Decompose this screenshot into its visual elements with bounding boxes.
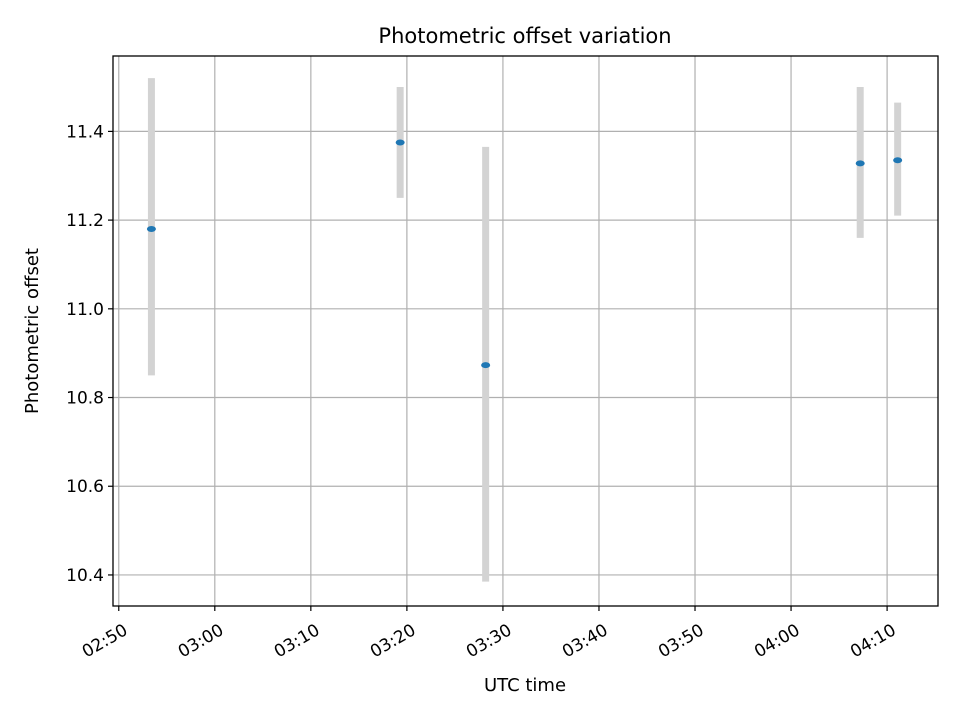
x-tick-label: 03:00 — [175, 620, 227, 662]
data-point — [146, 225, 156, 232]
y-tick-label: 11.0 — [66, 300, 104, 320]
x-tick-label: 03:20 — [367, 620, 419, 662]
x-tick-label: 02:50 — [79, 620, 131, 662]
y-axis-label: Photometric offset — [22, 248, 43, 414]
x-axis-label: UTC time — [484, 675, 566, 696]
data-point — [855, 160, 865, 167]
y-tick-label: 10.4 — [66, 566, 104, 586]
data-points — [146, 139, 903, 369]
error-bars — [147, 78, 902, 582]
y-tick-label: 11.2 — [66, 211, 104, 231]
plot-frame — [112, 55, 939, 607]
x-tick-label: 03:30 — [463, 620, 515, 662]
chart-title: Photometric offset variation — [378, 24, 671, 48]
x-tick-label: 03:10 — [271, 620, 323, 662]
x-axis-ticks: 02:50 03:00 03:10 03:20 03:30 03:40 03:50 04:00… — [79, 606, 900, 662]
y-tick-label: 10.8 — [66, 389, 104, 409]
grid — [113, 56, 938, 606]
data-point — [395, 139, 405, 146]
y-tick-label: 10.6 — [66, 477, 104, 497]
y-axis-ticks: 10.4 10.6 10.8 11.0 11.2 11.4 — [66, 122, 113, 586]
x-tick-label: 03:40 — [559, 620, 611, 662]
data-point — [481, 362, 491, 369]
x-tick-label: 03:50 — [655, 620, 707, 662]
y-tick-label: 11.4 — [66, 122, 104, 142]
x-tick-label: 04:10 — [847, 620, 899, 662]
data-point — [893, 157, 903, 164]
x-tick-label: 04:00 — [751, 620, 803, 662]
